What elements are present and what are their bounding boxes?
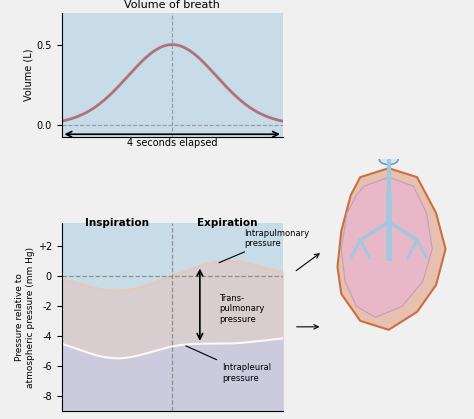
Polygon shape (341, 177, 432, 317)
Text: Inspiration: Inspiration (85, 218, 149, 228)
Text: Trans-
pulmonary
pressure: Trans- pulmonary pressure (219, 294, 264, 323)
Text: 4 seconds elapsed: 4 seconds elapsed (127, 138, 218, 148)
Text: Intrapleural
pressure: Intrapleural pressure (186, 346, 271, 383)
Title: Volume of breath: Volume of breath (124, 0, 220, 10)
Y-axis label: Pressure relative to
atmospheric pressure (mm Hg): Pressure relative to atmospheric pressur… (16, 246, 35, 388)
Text: Expiration: Expiration (197, 218, 258, 228)
Text: Intrapulmonary
pressure: Intrapulmonary pressure (219, 229, 309, 263)
Polygon shape (337, 168, 446, 330)
Y-axis label: Volume (L): Volume (L) (24, 49, 34, 101)
Ellipse shape (379, 154, 398, 165)
